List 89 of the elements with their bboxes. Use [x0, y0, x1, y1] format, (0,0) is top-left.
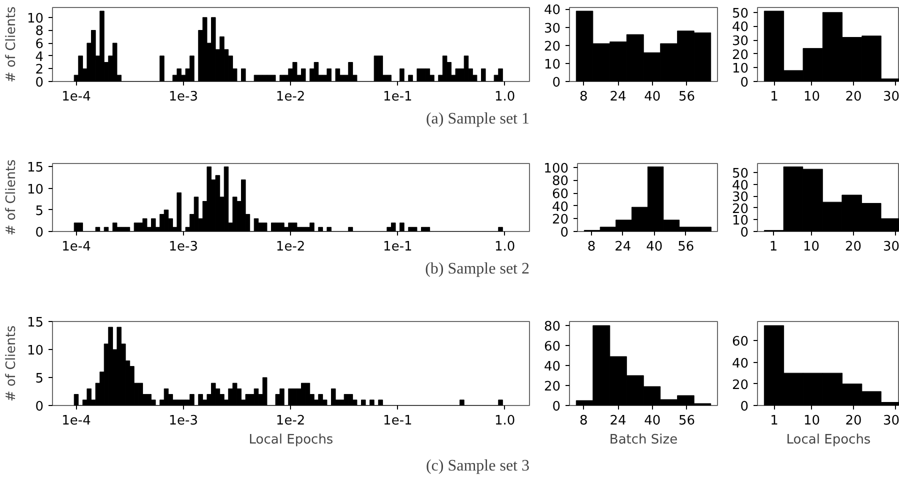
y-tick-label: 20 — [544, 39, 561, 54]
y-tick-label: 10 — [26, 11, 44, 26]
x-tick-label: 1 — [769, 240, 778, 254]
x-tick-label: 20 — [845, 240, 862, 254]
y-tick-label: 30 — [732, 34, 749, 50]
x-tick-label: 1e-1 — [383, 414, 412, 428]
x-tick-label: 40 — [646, 240, 663, 254]
y-tick-label: 30 — [544, 21, 561, 36]
y-tick-label: 40 — [544, 3, 561, 18]
y-tick-label: 0 — [560, 226, 569, 240]
x-tick-label: 1 — [770, 414, 778, 428]
y-tick-label: 100 — [544, 161, 569, 176]
y-tick-label: 60 — [552, 187, 569, 202]
x-tick-label: 8 — [587, 240, 596, 254]
y-tick-label: 60 — [544, 340, 561, 354]
x-tick-label: 20 — [845, 414, 862, 428]
y-tick-label: 60 — [732, 334, 749, 350]
y-tick-label: 20 — [732, 48, 749, 63]
x-tick-label: 1e-2 — [276, 240, 306, 254]
y-tick-label: 10 — [26, 182, 44, 198]
y-tick-label: 0 — [740, 226, 749, 240]
y-tick-label: 20 — [552, 212, 569, 228]
y-axis-title: # of Clients — [4, 159, 19, 236]
x-tick-label: 1e-4 — [62, 90, 91, 104]
x-tick-label: 1 — [770, 90, 778, 104]
x-tick-label: 1e-3 — [168, 240, 198, 254]
y-tick-label: 20 — [544, 380, 561, 394]
y-tick-label: 0 — [35, 226, 44, 240]
y-tick-label: 40 — [544, 360, 561, 374]
y-tick-label: 8 — [35, 24, 44, 40]
x-axis-title: Local Epochs — [248, 432, 334, 448]
x-tick-label: 8 — [580, 414, 588, 428]
text: (c) Sample set 3 — [426, 458, 530, 474]
y-axis-title: # of Clients — [4, 6, 19, 83]
y-tick-label: 0 — [35, 76, 44, 90]
x-tick-label: 40 — [644, 414, 661, 428]
x-tick-label: 56 — [678, 240, 694, 254]
x-tick-label: 24 — [610, 414, 626, 428]
x-tick-label: 24 — [610, 90, 626, 104]
y-tick-label: 0 — [740, 400, 749, 414]
y-tick-label: 5 — [35, 204, 44, 219]
x-tick-label: 40 — [644, 90, 661, 104]
x-tick-label: 1e-3 — [168, 414, 198, 428]
y-axis-title: # of Clients — [4, 325, 19, 402]
x-tick-label: 8 — [580, 90, 588, 104]
x-tick-label: 1e-3 — [168, 90, 198, 104]
x-tick-label: 10 — [804, 90, 820, 104]
x-tick-label: 1e-4 — [62, 240, 91, 254]
y-tick-label: 80 — [544, 320, 561, 334]
text: (a) Sample set 1 — [426, 110, 530, 128]
y-tick-label: 40 — [552, 200, 569, 215]
x-tick-label: 30 — [882, 414, 899, 428]
x-tick-label: 30 — [882, 240, 899, 254]
y-tick-label: 5 — [35, 372, 44, 386]
x-axis-title: Local Epochs — [786, 432, 871, 448]
x-tick-label: 1.0 — [494, 414, 516, 428]
x-axis-title: Batch Size — [609, 432, 678, 448]
y-tick-label: 0 — [552, 400, 561, 414]
y-tick-label: 50 — [732, 6, 749, 22]
y-tick-label: 4 — [35, 50, 44, 65]
y-tick-label: 2 — [35, 62, 44, 78]
y-tick-label: 15 — [26, 316, 44, 330]
y-tick-label: 15 — [26, 160, 44, 176]
x-tick-label: 20 — [845, 90, 862, 104]
x-tick-label: 1.0 — [494, 90, 516, 104]
x-tick-label: 24 — [614, 240, 632, 254]
y-tick-label: 0 — [552, 76, 561, 90]
x-tick-label: 10 — [803, 240, 820, 254]
x-tick-label: 1e-1 — [383, 90, 412, 104]
x-tick-label: 1.0 — [494, 240, 516, 254]
text: (b) Sample set 2 — [425, 260, 530, 278]
y-tick-label: 10 — [732, 62, 749, 77]
y-tick-label: 20 — [732, 378, 749, 393]
y-tick-label: 10 — [26, 344, 44, 358]
x-tick-label: 1e-4 — [62, 414, 91, 428]
x-tick-label: 56 — [678, 414, 696, 428]
y-tick-label: 40 — [732, 356, 749, 372]
y-tick-label: 10 — [544, 57, 561, 72]
y-tick-label: 0 — [740, 76, 749, 90]
x-tick-label: 30 — [882, 90, 899, 104]
y-tick-label: 6 — [35, 37, 44, 52]
x-tick-label: 56 — [678, 90, 696, 104]
x-tick-label: 1e-1 — [383, 240, 412, 254]
x-tick-label: 10 — [804, 414, 820, 428]
y-tick-label: 0 — [35, 400, 44, 414]
x-tick-label: 1e-2 — [276, 90, 306, 104]
y-tick-label: 80 — [552, 174, 569, 190]
y-tick-label: 40 — [732, 20, 749, 36]
x-tick-label: 1e-2 — [276, 414, 306, 428]
